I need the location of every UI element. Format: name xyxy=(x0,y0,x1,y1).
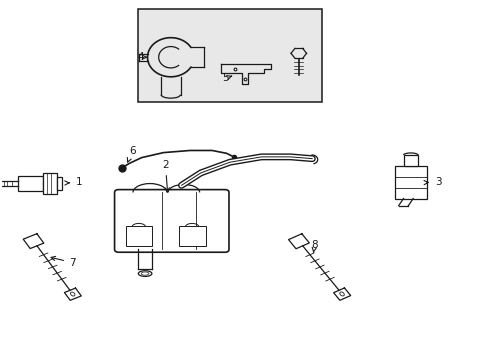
Bar xyxy=(394,166,426,198)
Text: 2: 2 xyxy=(162,160,169,192)
Text: 5: 5 xyxy=(222,73,231,83)
Ellipse shape xyxy=(339,292,344,296)
Bar xyxy=(403,155,417,166)
Bar xyxy=(18,176,43,192)
Ellipse shape xyxy=(138,271,152,276)
Ellipse shape xyxy=(70,292,75,296)
Text: 4: 4 xyxy=(137,52,147,62)
Bar xyxy=(57,177,61,190)
Text: 8: 8 xyxy=(311,240,317,253)
FancyBboxPatch shape xyxy=(114,190,228,252)
Ellipse shape xyxy=(141,272,149,275)
Text: 3: 3 xyxy=(423,177,441,187)
Text: 6: 6 xyxy=(127,146,136,162)
Bar xyxy=(179,226,205,246)
Bar xyxy=(125,226,152,246)
Bar xyxy=(138,9,322,102)
Bar xyxy=(43,173,57,194)
Text: 1: 1 xyxy=(64,177,82,188)
Text: 7: 7 xyxy=(51,256,76,267)
